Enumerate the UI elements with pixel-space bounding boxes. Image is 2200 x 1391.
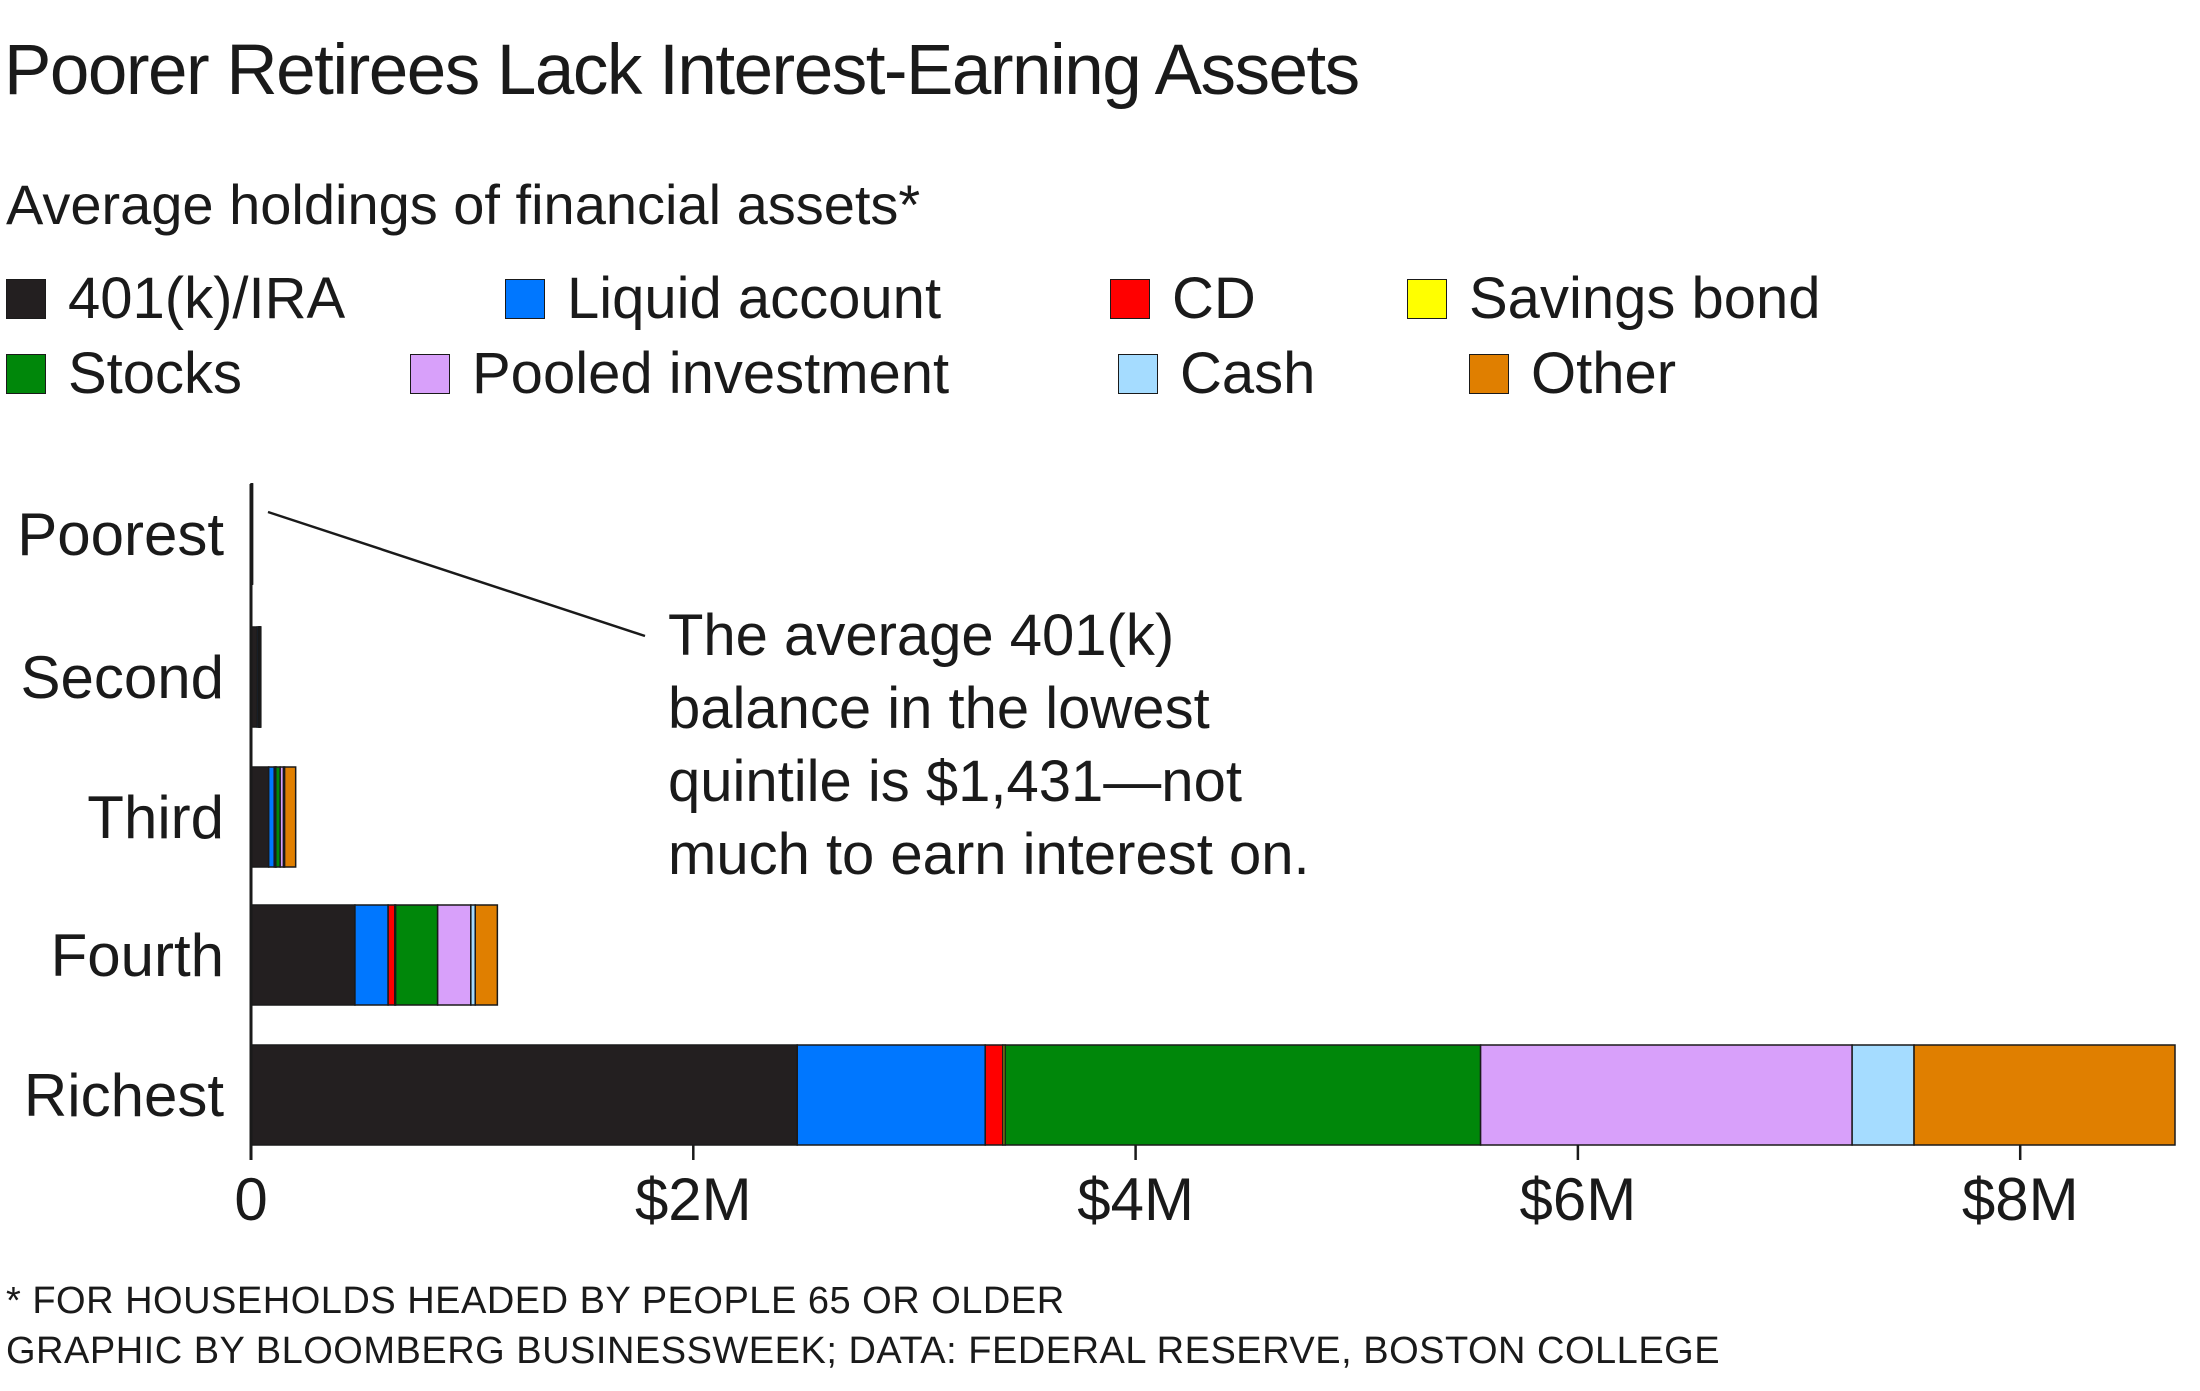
x-axis: 0 $2M $4M $6M $8M bbox=[234, 484, 2079, 1233]
legend-label: 401(k)/IRA bbox=[68, 266, 346, 331]
bar-segment-third-liquid-account bbox=[267, 766, 275, 868]
legend-label: Savings bond bbox=[1469, 266, 1821, 331]
x-tick-label: $8M bbox=[1962, 1166, 2079, 1233]
bar-segment-richest-other bbox=[1913, 1044, 2176, 1146]
legend-swatch bbox=[1118, 353, 1158, 394]
legend-swatch bbox=[1110, 278, 1150, 319]
source-credit: GRAPHIC BY BLOOMBERG BUSINESSWEEK; DATA:… bbox=[6, 1330, 1721, 1372]
bar-segment-fourth-401-k-ira bbox=[250, 904, 356, 1006]
annotation-line: The average 401(k) bbox=[668, 603, 1174, 668]
category-label-richest: Richest bbox=[24, 1062, 224, 1129]
bar-segment-fourth-cd bbox=[387, 904, 396, 1006]
legend-swatch bbox=[505, 278, 545, 319]
legend-item-other: Other bbox=[1469, 340, 1676, 407]
legend-label: Liquid account bbox=[567, 266, 942, 331]
bar-segment-third-401-k-ira bbox=[250, 766, 270, 868]
annotation-line: balance in the lowest bbox=[668, 676, 1210, 741]
legend-swatch bbox=[6, 278, 46, 319]
x-tick-label: $2M bbox=[635, 1166, 752, 1233]
annotation-leader-line bbox=[267, 510, 646, 638]
annotation-line: quintile is $1,431—not bbox=[668, 749, 1242, 814]
bar-segment-fourth-stocks bbox=[394, 904, 439, 1006]
bars bbox=[250, 483, 2176, 1146]
legend-label: Other bbox=[1531, 341, 1677, 406]
legend-item-savings-bond: Savings bond bbox=[1407, 265, 1820, 332]
bar-segment-richest-stocks bbox=[1004, 1044, 1482, 1146]
bar-segment-richest-pooled-investment bbox=[1479, 1044, 1853, 1146]
legend-swatch bbox=[1469, 353, 1509, 394]
category-labels: Poorest Second Third Fourth Richest bbox=[17, 501, 224, 1129]
footnote: * FOR HOUSEHOLDS HEADED BY PEOPLE 65 OR … bbox=[6, 1280, 1065, 1322]
legend-item-cd: CD bbox=[1110, 265, 1256, 332]
bar-segment-fourth-liquid-account bbox=[354, 904, 389, 1006]
legend-label: Pooled investment bbox=[472, 341, 950, 406]
legend-swatch bbox=[6, 353, 46, 394]
x-tick-label: 0 bbox=[234, 1166, 267, 1233]
legend-item-pooled-investment: Pooled investment bbox=[410, 340, 949, 407]
bar-segment-fourth-pooled-investment bbox=[436, 904, 472, 1006]
bar-segment-second-other bbox=[259, 626, 262, 728]
legend-swatch bbox=[1407, 278, 1447, 319]
chart-subtitle: Average holdings of financial assets* bbox=[6, 173, 921, 236]
bar-segment-richest-401-k-ira bbox=[250, 1044, 798, 1146]
bar-segment-richest-cd bbox=[984, 1044, 1004, 1146]
legend-item-cash: Cash bbox=[1118, 340, 1315, 407]
x-ticks: 0 $2M $4M $6M $8M bbox=[234, 1145, 2079, 1233]
annotation: The average 401(k) balance in the lowest… bbox=[267, 510, 1310, 887]
x-tick-label: $6M bbox=[1520, 1166, 1637, 1233]
legend-item-liquid-account: Liquid account bbox=[505, 265, 941, 332]
legend-item-stocks: Stocks bbox=[6, 340, 242, 407]
category-label-poorest: Poorest bbox=[17, 501, 224, 568]
bar-segment-fourth-other bbox=[474, 904, 499, 1006]
legend: 401(k)/IRA Liquid account CD Savings bon… bbox=[0, 265, 2200, 415]
annotation-line: much to earn interest on. bbox=[668, 822, 1310, 887]
x-tick-label: $4M bbox=[1077, 1166, 1194, 1233]
legend-item-401k-ira: 401(k)/IRA bbox=[6, 265, 345, 332]
chart-title: Poorer Retirees Lack Interest-Earning As… bbox=[4, 31, 1360, 110]
legend-swatch bbox=[410, 353, 450, 394]
category-label-fourth: Fourth bbox=[51, 922, 224, 989]
category-label-second: Second bbox=[21, 644, 225, 711]
category-label-third: Third bbox=[87, 784, 224, 851]
bar-segment-third-other bbox=[283, 766, 297, 868]
legend-label: Stocks bbox=[68, 341, 243, 406]
legend-label: CD bbox=[1172, 266, 1256, 331]
bar-segment-richest-liquid-account bbox=[796, 1044, 986, 1146]
legend-label: Cash bbox=[1180, 341, 1316, 406]
bar-segment-richest-cash bbox=[1851, 1044, 1915, 1146]
